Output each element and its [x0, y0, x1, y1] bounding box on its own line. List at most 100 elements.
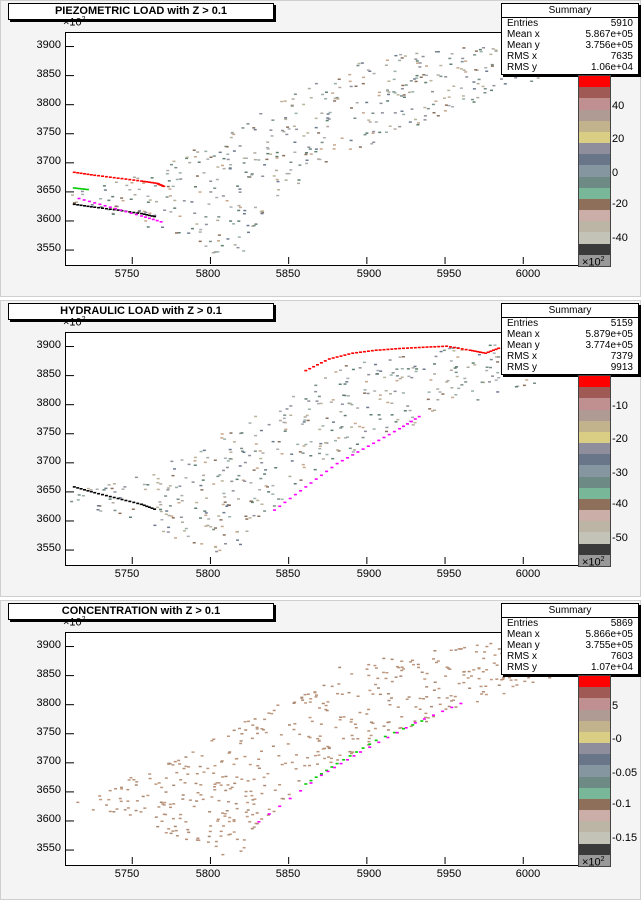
scatter-point [290, 460, 294, 462]
scatter-point [351, 451, 355, 453]
scatter-point [169, 211, 173, 213]
scatter-point [355, 102, 359, 104]
scatter-point [485, 369, 489, 372]
scatter-point [433, 373, 437, 375]
scatter-point [350, 403, 354, 406]
scatter-point [497, 648, 501, 650]
scatter-point [113, 491, 117, 493]
edge-point [76, 172, 80, 174]
scatter-point [314, 148, 318, 150]
scatter-point [266, 772, 270, 775]
scatter-point [433, 650, 437, 652]
scatter-point [327, 756, 331, 758]
scatter-point [404, 84, 408, 86]
edge-point [326, 770, 330, 773]
stats-value: 5910 [610, 18, 633, 29]
scatter-point [269, 129, 273, 131]
scatter-point [471, 98, 474, 101]
stats-row: Entries 5910 [502, 18, 638, 29]
scatter-point [325, 709, 329, 712]
edge-point [79, 488, 83, 490]
scatter-point [99, 198, 103, 200]
scatter-point [216, 818, 220, 821]
scatter-point [453, 367, 457, 369]
scatter-point [481, 691, 485, 693]
palette-cell [579, 832, 610, 845]
edge-point [348, 755, 352, 757]
scatter-point [172, 160, 176, 163]
stats-row: Mean y 3.774e+05 [502, 340, 638, 351]
scatter-point [464, 71, 468, 73]
scatter-point [90, 204, 94, 206]
scatter-point [464, 60, 468, 62]
stats-value: 7635 [610, 51, 633, 62]
scatter-point [232, 133, 236, 136]
edge-point [308, 367, 312, 370]
scatter-point [220, 433, 224, 435]
scatter-point [370, 143, 374, 145]
scatter-point [496, 361, 500, 363]
scatter-point [372, 141, 376, 143]
edge-point [93, 174, 97, 177]
scatter-point [448, 668, 452, 670]
scatter-point [500, 78, 503, 80]
edge-point [387, 433, 391, 436]
scatter-point [208, 830, 212, 833]
scatter-point [146, 195, 150, 197]
stats-value: 5.866e+05 [585, 629, 633, 640]
stats-row: Mean x 5.866e+05 [502, 629, 638, 640]
scatter-point [324, 161, 328, 163]
scatter-point [446, 667, 450, 669]
scatter-point [252, 803, 256, 805]
scatter-point [279, 734, 283, 736]
scatter-point [171, 517, 175, 519]
scatter-point [107, 199, 111, 202]
scatter-point [168, 762, 172, 765]
scatter-point [226, 153, 230, 155]
scatter-point [255, 467, 259, 469]
scatter-point [350, 734, 354, 737]
scatter-point [184, 756, 188, 758]
scatter-point [127, 779, 131, 781]
palette-cell [579, 98, 610, 111]
scatter-point [377, 687, 380, 689]
scatter-point [358, 146, 362, 148]
scatter-point [193, 156, 197, 158]
scatter-point [289, 161, 293, 163]
edge-point [319, 773, 323, 775]
scatter-point [237, 209, 241, 212]
scatter-point [361, 112, 365, 114]
edge-point [486, 351, 490, 353]
scatter-point [173, 199, 177, 202]
scatter-point [176, 498, 180, 500]
scatter-point [490, 65, 494, 67]
scatter-point [227, 834, 231, 836]
y-tick-label: 3800 [36, 397, 61, 409]
scatter-point [102, 489, 106, 491]
edge-point [402, 727, 405, 730]
scatter-point [409, 661, 413, 663]
z-exponent-base: ×10 [582, 856, 601, 869]
scatter-point [167, 180, 171, 182]
edge-point [76, 487, 80, 489]
edge-point [429, 346, 433, 348]
scatter-point [328, 111, 332, 114]
y-tick-label: 3650 [36, 184, 61, 196]
scatter-point [408, 409, 412, 412]
scatter-point [301, 699, 305, 701]
edge-point [356, 451, 360, 453]
scatter-point [299, 479, 303, 481]
edge-point [142, 504, 146, 507]
scatter-point [444, 675, 448, 677]
scatter-point [194, 507, 198, 509]
scatter-point [462, 681, 466, 684]
scatter-point [317, 754, 321, 756]
scatter-point [229, 432, 233, 434]
scatter-point [425, 65, 428, 67]
stats-value: 1.06e+04 [591, 62, 633, 73]
scatter-point [212, 483, 216, 485]
scatter-point [437, 687, 441, 690]
edge-point [346, 759, 349, 761]
scatter-point [242, 250, 246, 252]
scatter-point [304, 398, 308, 400]
